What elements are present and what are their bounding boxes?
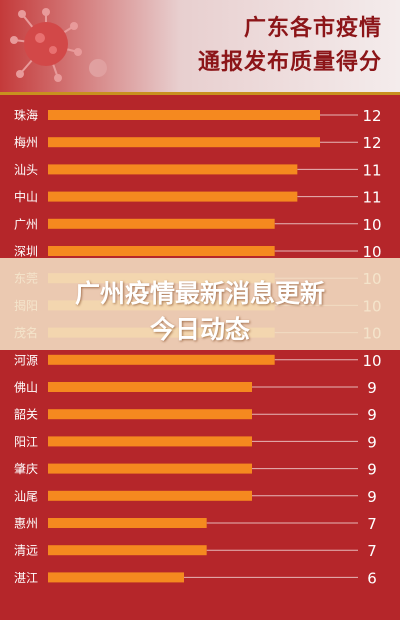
category-label: 广州 xyxy=(14,217,38,231)
bar xyxy=(48,463,252,474)
value-label: 6 xyxy=(367,569,377,587)
category-label: 汕头 xyxy=(14,163,38,177)
bar xyxy=(48,436,252,447)
bar xyxy=(48,518,207,528)
value-label: 11 xyxy=(362,161,381,179)
category-label: 珠海 xyxy=(14,108,38,123)
bar xyxy=(48,354,275,365)
bar xyxy=(48,137,320,148)
category-label: 惠州 xyxy=(14,517,38,531)
bar xyxy=(48,572,184,583)
category-label: 中山 xyxy=(14,189,38,204)
bar xyxy=(48,246,275,256)
category-label: 河源 xyxy=(14,353,38,367)
virus-icon xyxy=(10,8,107,82)
bar xyxy=(48,218,275,229)
category-label: 肇庆 xyxy=(14,461,38,476)
value-label: 9 xyxy=(367,461,377,479)
bar xyxy=(48,110,320,120)
overlay-headline: 广州疫情最新消息更新 xyxy=(74,279,325,308)
overlay-subheadline: 今日动态 xyxy=(149,315,250,344)
category-label: 韶关 xyxy=(14,407,38,422)
bar xyxy=(48,382,252,392)
overlay-banner: 广州疫情最新消息更新 今日动态 xyxy=(0,258,400,350)
bar xyxy=(48,545,207,556)
bar xyxy=(48,490,252,501)
value-label: 10 xyxy=(362,243,381,261)
bar xyxy=(48,164,298,175)
chart-title-line-2: 通报发布质量得分 xyxy=(197,50,382,75)
value-label: 9 xyxy=(367,488,377,506)
category-label: 阳江 xyxy=(14,435,38,449)
value-label: 9 xyxy=(367,406,377,424)
bar xyxy=(48,191,298,202)
value-label: 12 xyxy=(362,107,381,125)
bar-chart: 珠海12梅州12汕头11中山11广州10深圳10东莞10揭阳10茂名10河源10… xyxy=(14,107,382,587)
value-label: 10 xyxy=(362,216,381,234)
value-label: 10 xyxy=(362,352,381,370)
value-label: 9 xyxy=(367,379,377,397)
category-label: 汕尾 xyxy=(14,489,38,503)
category-label: 梅州 xyxy=(14,135,38,150)
value-label: 7 xyxy=(367,542,377,560)
category-label: 佛山 xyxy=(14,381,38,395)
chart-title-line-1: 广东各市疫情 xyxy=(243,16,382,41)
category-label: 深圳 xyxy=(14,245,38,259)
category-label: 清远 xyxy=(14,544,38,558)
category-label: 湛江 xyxy=(14,571,38,585)
value-label: 7 xyxy=(367,515,377,533)
value-label: 12 xyxy=(362,134,381,152)
value-label: 9 xyxy=(367,433,377,451)
bar xyxy=(48,409,252,420)
header-banner: 广东各市疫情 通报发布质量得分 xyxy=(0,0,400,95)
value-label: 11 xyxy=(362,189,381,207)
